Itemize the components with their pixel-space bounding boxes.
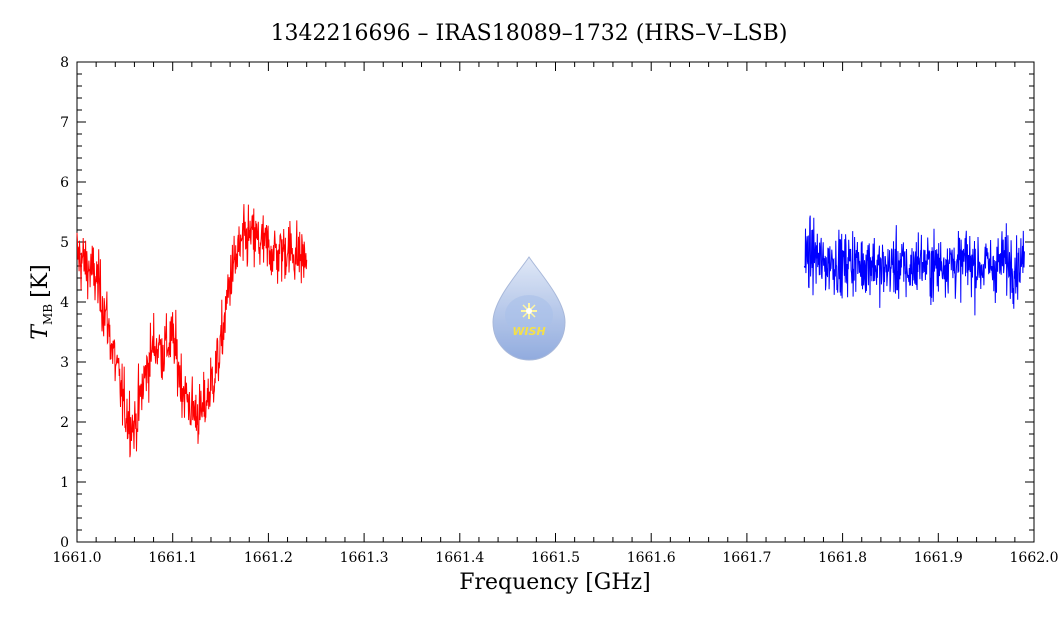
x-tick-label: 1661.1 xyxy=(148,550,197,566)
series-line-2 xyxy=(803,215,1025,316)
svg-text:TMB[K]: TMB [K] xyxy=(28,264,55,339)
y-tick-label: 5 xyxy=(60,235,69,251)
y-tick-label: 1 xyxy=(60,475,69,491)
y-tick-label: 6 xyxy=(60,175,69,191)
x-axis-label: Frequency [GHz] xyxy=(459,570,651,595)
chart-title: 1342216696 – IRAS18089–1732 (HRS–V–LSB) xyxy=(271,21,788,46)
y-axis-subscript: MB xyxy=(41,304,55,325)
axis-ticks xyxy=(76,61,1035,543)
x-tick-label: 1661.5 xyxy=(531,550,580,566)
x-tick-label: 1661.3 xyxy=(340,550,389,566)
x-tick-label: 1661.8 xyxy=(818,550,867,566)
x-tick-label: 1661.9 xyxy=(914,550,963,566)
x-tick-label: 1661.4 xyxy=(435,550,484,566)
x-tick-label: 1661.6 xyxy=(627,550,676,566)
x-tick-label: 1661.0 xyxy=(53,550,102,566)
star-icon xyxy=(521,303,537,319)
y-tick-label: 0 xyxy=(60,535,69,551)
y-axis-unit: [K] xyxy=(28,264,53,298)
y-axis-label: TMB [K] xyxy=(28,264,55,339)
series-line-1 xyxy=(76,204,308,458)
y-tick-label: 2 xyxy=(60,415,69,431)
wish-logo: WISH xyxy=(492,256,566,361)
series-layer xyxy=(76,204,1025,458)
x-tick-label: 1661.2 xyxy=(244,550,293,566)
x-tick-label: 1662.0 xyxy=(1010,550,1059,566)
x-tick-labels: 1661.0 1661.1 1661.2 1661.3 1661.4 1661.5 1661… xyxy=(53,550,1059,566)
y-tick-label: 7 xyxy=(60,115,69,131)
y-tick-label: 4 xyxy=(60,295,69,311)
y-axis-symbol: T xyxy=(28,323,53,340)
x-tick-label: 1661.7 xyxy=(722,550,771,566)
y-tick-label: 3 xyxy=(60,355,69,371)
y-tick-label: 8 xyxy=(60,55,69,71)
y-tick-labels: 0 1 2 3 4 5 6 7 8 xyxy=(60,55,69,551)
wish-logo-text: WISH xyxy=(512,325,545,338)
